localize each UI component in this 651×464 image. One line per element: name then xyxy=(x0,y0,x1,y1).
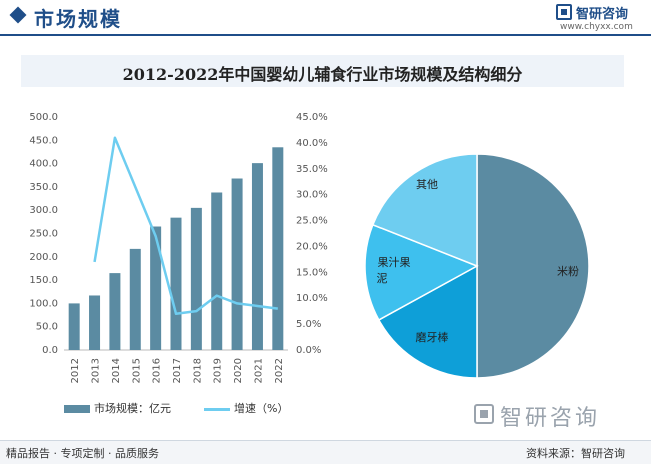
bar xyxy=(129,248,141,350)
pie-slice xyxy=(364,223,479,321)
y-tick-label: 100.0 xyxy=(29,298,58,309)
y-tick-label: 150.0 xyxy=(29,275,58,286)
y-tick-label: 250.0 xyxy=(29,229,58,240)
x-tick-label: 2022 xyxy=(274,358,285,383)
bar xyxy=(251,163,263,350)
y-tick-label: 450.0 xyxy=(29,135,58,146)
y2-tick-label: 10.0% xyxy=(296,293,328,304)
x-tick-label: 2015 xyxy=(131,358,142,383)
growth-line xyxy=(93,136,278,316)
pie-slice xyxy=(371,153,478,268)
bar xyxy=(272,147,284,350)
bar xyxy=(170,217,182,350)
brand-logo-icon xyxy=(556,4,572,20)
pie-label: 磨牙棒 xyxy=(416,330,449,344)
bar xyxy=(109,273,121,350)
bar xyxy=(190,207,202,350)
x-tick-label: 2014 xyxy=(111,358,122,383)
chart-title: 2012-2022年中国婴幼儿辅食行业市场规模及结构细分 xyxy=(122,65,523,84)
header-divider xyxy=(0,34,651,36)
bar xyxy=(231,178,243,350)
y2-tick-label: 15.0% xyxy=(296,267,328,278)
x-tick-label: 2013 xyxy=(91,358,102,383)
y-tick-label: 200.0 xyxy=(29,252,58,263)
legend-label-bar: 市场规模：亿元 xyxy=(94,402,171,415)
legend-swatch-line xyxy=(204,408,230,411)
y-tick-label: 400.0 xyxy=(29,159,58,170)
source-note: 资料来源：智研咨询 xyxy=(526,447,625,460)
chart-title-box: 2012-2022年中国婴幼儿辅食行业市场规模及结构细分 xyxy=(21,55,624,87)
y2-tick-label: 40.0% xyxy=(296,138,328,149)
brand-url: www.chyxx.com xyxy=(560,22,633,32)
y-tick-label: 300.0 xyxy=(29,205,58,216)
x-tick-label: 2018 xyxy=(192,358,203,383)
x-tick-label: 2021 xyxy=(253,358,264,383)
pie-label: 其他 xyxy=(416,178,438,191)
bar xyxy=(150,226,162,350)
footer-divider xyxy=(0,440,651,441)
pie-slice xyxy=(377,264,478,379)
bar xyxy=(89,295,101,350)
pie-slice xyxy=(476,153,590,379)
y-tick-label: 0.0 xyxy=(42,345,58,356)
y2-tick-label: 25.0% xyxy=(296,216,328,227)
y-tick-label: 500.0 xyxy=(29,112,58,123)
watermark-logo-icon xyxy=(474,404,494,424)
header: 市场规模 智研咨询 www.chyxx.com xyxy=(0,0,651,36)
x-tick-label: 2019 xyxy=(213,358,224,383)
y2-tick-label: 45.0% xyxy=(296,112,328,123)
watermark-brand: 智研咨询 xyxy=(500,406,601,431)
x-tick-label: 2017 xyxy=(172,358,183,383)
bar xyxy=(68,303,80,350)
bar xyxy=(211,192,223,350)
y-tick-label: 50.0 xyxy=(36,322,58,333)
y2-tick-label: 35.0% xyxy=(296,164,328,175)
legend-label-line: 增速（%） xyxy=(234,402,289,415)
y2-tick-label: 30.0% xyxy=(296,190,328,201)
x-tick-label: 2016 xyxy=(152,358,163,383)
y2-tick-label: 20.0% xyxy=(296,241,328,252)
footer: 精品报告 · 专项定制 · 品质服务 资料来源：智研咨询 xyxy=(0,440,651,464)
pie-label: 果汁果泥 xyxy=(377,256,411,285)
y2-tick-label: 5.0% xyxy=(296,319,321,330)
y2-tick-label: 0.0% xyxy=(296,345,321,356)
pie-label: 米粉 xyxy=(557,265,579,278)
bar-line-chart: 0.0 50.0 100.0 150.0 200.0 250.0 300.0 350.0 400… xyxy=(29,112,327,383)
y-tick-label: 350.0 xyxy=(29,182,58,193)
footer-services: 精品报告 · 专项定制 · 品质服务 xyxy=(6,447,159,460)
section-title: 市场规模 xyxy=(34,7,122,31)
x-tick-label: 2012 xyxy=(70,358,81,383)
legend-swatch-bar xyxy=(64,405,90,413)
brand-name: 智研咨询 xyxy=(576,7,629,22)
x-tick-label: 2020 xyxy=(233,358,244,383)
